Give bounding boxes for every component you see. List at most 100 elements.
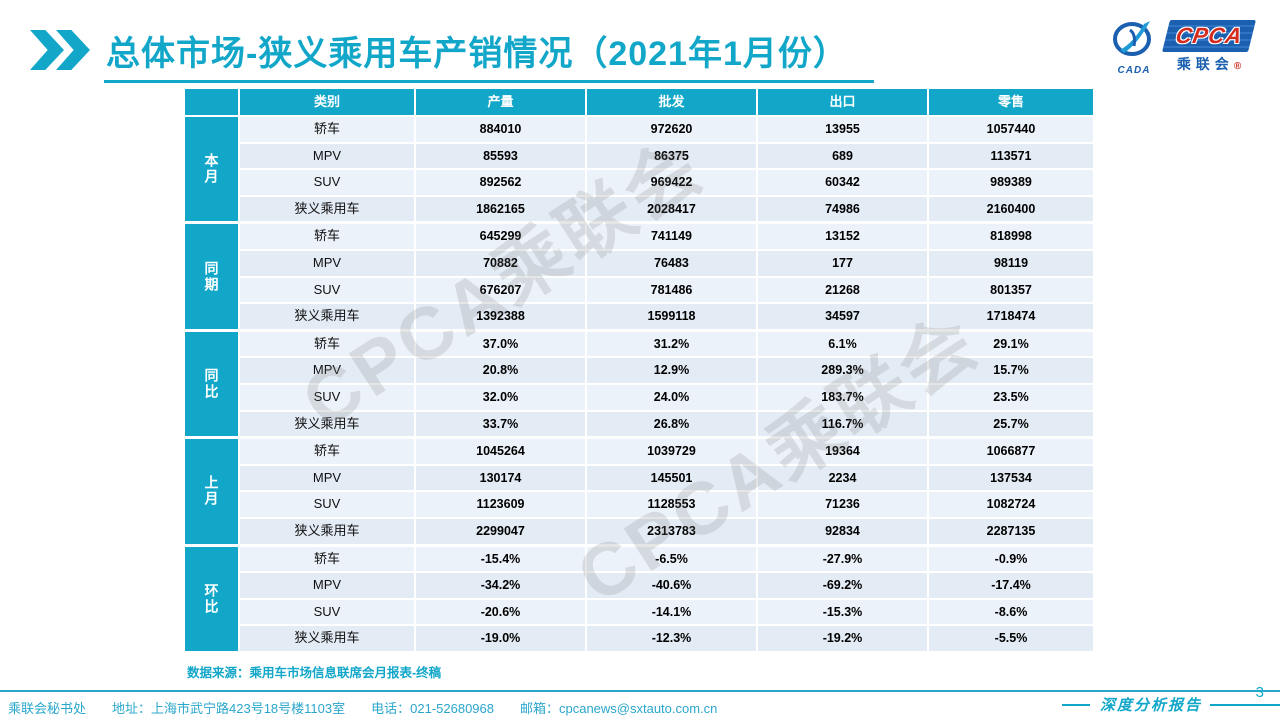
cell-production: 37.0% [416, 331, 585, 357]
cell-export: 74986 [758, 196, 927, 222]
cell-export: 92834 [758, 518, 927, 544]
footer-contact-item: 电话：021-52680968 [371, 701, 494, 716]
cell-production: 20.8% [416, 358, 585, 383]
table-body: 本月 轿车 884010 972620 13955 1057440 MPV 85593 8637… [185, 117, 1097, 651]
cell-wholesale: 1599118 [587, 304, 756, 329]
table-row: 轿车 884010 972620 13955 1057440 [240, 117, 1097, 142]
cell-category: 轿车 [240, 117, 414, 142]
cell-category: 轿车 [240, 224, 414, 249]
cell-retail: 2160400 [929, 196, 1093, 222]
report-type-label: 深度分析报告 [1099, 696, 1202, 714]
cell-wholesale: 145501 [587, 465, 756, 491]
cell-production: 884010 [416, 117, 585, 142]
cell-wholesale: 741149 [587, 224, 756, 249]
cell-retail: 2287135 [929, 518, 1093, 544]
cell-category: 轿车 [240, 331, 414, 357]
cell-wholesale: -40.6% [587, 573, 756, 598]
table-row: MPV 20.8% 12.9% 289.3% 15.7% [240, 358, 1097, 383]
double-chevron-icon [30, 30, 92, 70]
page-number: 3 [1255, 683, 1264, 701]
footer-contact-item: 乘联会秘书处 [8, 701, 87, 716]
cell-category: MPV [240, 250, 414, 276]
cell-production: 1392388 [416, 304, 585, 329]
table-header-row: 类别 产量 批发 出口 零售 [185, 89, 1097, 115]
cell-category: SUV [240, 277, 414, 303]
cell-export: -19.2% [758, 626, 927, 651]
cpca-label: CPCA [1173, 23, 1245, 48]
cell-wholesale: 12.9% [587, 358, 756, 383]
cell-export: 71236 [758, 492, 927, 517]
cell-export: -69.2% [758, 573, 927, 598]
cell-wholesale: 31.2% [587, 331, 756, 357]
cell-category: 狭义乘用车 [240, 411, 414, 437]
cell-category: SUV [240, 492, 414, 517]
group-rows: 轿车 37.0% 31.2% 6.1% 29.1% MPV 20.8% 12.9% 289.3%… [240, 331, 1097, 437]
cell-category: SUV [240, 599, 414, 625]
cell-retail: 15.7% [929, 358, 1093, 383]
cell-production: -20.6% [416, 599, 585, 625]
cell-category: MPV [240, 465, 414, 491]
chenglianhui-text: 乘联会 [1176, 56, 1234, 72]
cell-production: 85593 [416, 143, 585, 169]
table-row: 轿车 -15.4% -6.5% -27.9% -0.9% [240, 546, 1097, 572]
cell-export: 689 [758, 143, 927, 169]
cell-production: 1045264 [416, 439, 585, 464]
header-cell-corner [185, 89, 238, 115]
table-row: MPV -34.2% -40.6% -69.2% -17.4% [240, 573, 1097, 598]
chenglianhui-label: 乘联会® [1166, 54, 1252, 74]
footer-contact-info: 乘联会秘书处 地址：上海市武宁路423号18号楼1103室 电话：021-52680… [8, 698, 717, 717]
cell-retail: 25.7% [929, 411, 1093, 437]
table-row: MPV 85593 86375 689 113571 [240, 143, 1097, 169]
cell-retail: 23.5% [929, 384, 1093, 410]
cell-retail: -17.4% [929, 573, 1093, 598]
cell-category: SUV [240, 170, 414, 195]
header-cell: 类别 [240, 89, 414, 115]
cell-export: 19364 [758, 439, 927, 464]
cell-wholesale: 86375 [587, 143, 756, 169]
cell-category: 狭义乘用车 [240, 518, 414, 544]
cell-production: 33.7% [416, 411, 585, 437]
cell-category: 狭义乘用车 [240, 304, 414, 329]
cell-retail: 801357 [929, 277, 1093, 303]
cell-retail: -8.6% [929, 599, 1093, 625]
cell-export: -15.3% [758, 599, 927, 625]
cell-export: 289.3% [758, 358, 927, 383]
cell-retail: 98119 [929, 250, 1093, 276]
cell-category: MPV [240, 358, 414, 383]
cell-export: 60342 [758, 170, 927, 195]
page-title: 总体市场-狭义乘用车产销情况（2021年1月份） [104, 26, 874, 83]
cell-retail: -5.5% [929, 626, 1093, 651]
footer-divider [0, 690, 1280, 692]
cell-wholesale: 969422 [587, 170, 756, 195]
table-row: SUV 1123609 1128553 71236 1082724 [240, 492, 1097, 517]
report-dash-line [1061, 703, 1090, 706]
cell-wholesale: 24.0% [587, 384, 756, 410]
group-rows: 轿车 645299 741149 13152 818998 MPV 70882 76483 17… [240, 224, 1097, 329]
cell-export: 6.1% [758, 331, 927, 357]
table-group: 环比 轿车 -15.4% -6.5% -27.9% -0.9% MPV -34.2% -40.6… [185, 546, 1097, 651]
cell-export: 34597 [758, 304, 927, 329]
cell-category: 狭义乘用车 [240, 196, 414, 222]
group-label: 上月 [185, 439, 238, 544]
data-source-note: 数据来源：乘用车市场信息联席会月报表-终稿 [187, 666, 442, 680]
cpca-logo: CADA CPCA 乘联会® [1108, 20, 1256, 76]
group-label: 同期 [185, 224, 238, 329]
cell-production: 1862165 [416, 196, 585, 222]
production-sales-table: 类别 产量 批发 出口 零售 本月 轿车 884010 972620 13955 1057440 M… [185, 89, 1097, 654]
cell-wholesale: 26.8% [587, 411, 756, 437]
table-row: SUV -20.6% -14.1% -15.3% -8.6% [240, 599, 1097, 625]
group-rows: 轿车 1045264 1039729 19364 1066877 MPV 130174 145… [240, 439, 1097, 544]
cell-retail: 113571 [929, 143, 1093, 169]
cell-production: 130174 [416, 465, 585, 491]
cell-production: 645299 [416, 224, 585, 249]
table-group: 上月 轿车 1045264 1039729 19364 1066877 MPV 130174 1… [185, 439, 1097, 544]
cell-production: 892562 [416, 170, 585, 195]
cell-retail: 1082724 [929, 492, 1093, 517]
cell-production: -34.2% [416, 573, 585, 598]
header-cell: 产量 [416, 89, 585, 115]
cell-wholesale: 1039729 [587, 439, 756, 464]
cell-export: 183.7% [758, 384, 927, 410]
cada-emblem-icon: CADA [1108, 20, 1160, 76]
table-row: 轿车 37.0% 31.2% 6.1% 29.1% [240, 331, 1097, 357]
